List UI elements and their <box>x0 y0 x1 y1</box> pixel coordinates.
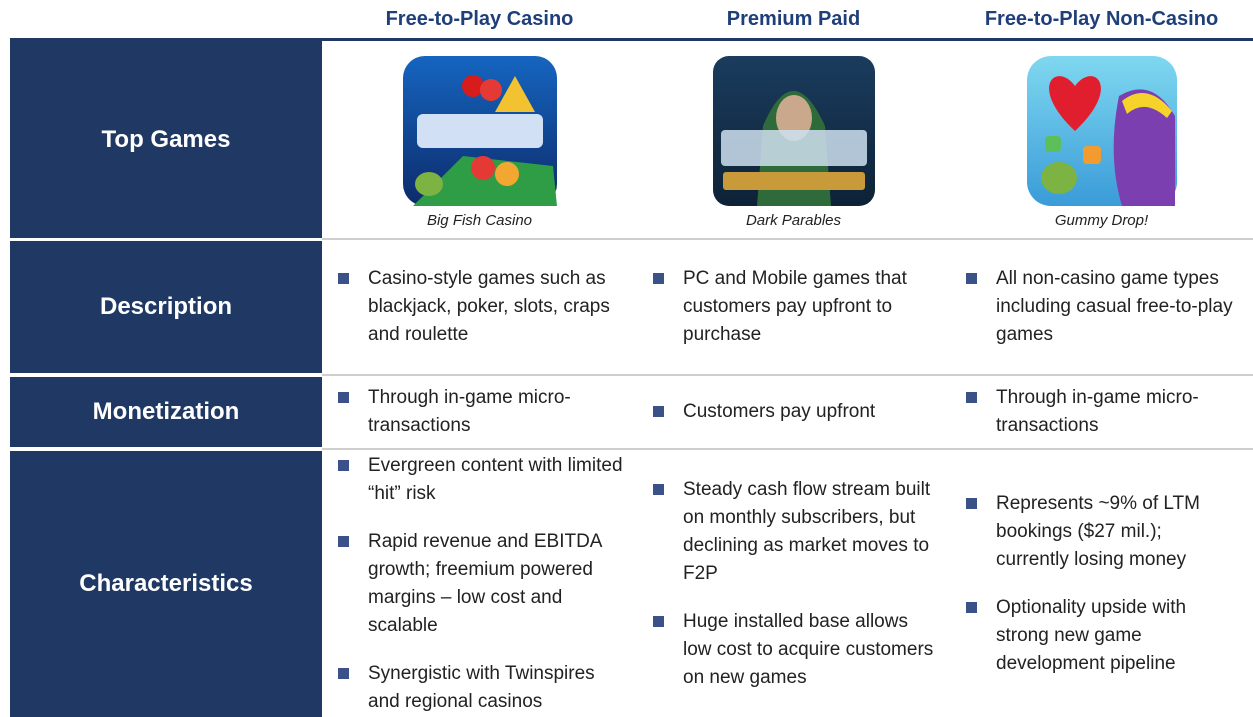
row-separator <box>322 238 1253 240</box>
cell: All non-casino game types including casu… <box>950 241 1253 373</box>
bullet-item: Steady cash flow stream built on monthly… <box>653 476 936 588</box>
bullet-marker <box>338 273 349 284</box>
row-separator <box>322 374 1253 376</box>
column-header: Premium Paid <box>726 7 861 30</box>
bullet-text: Rapid revenue and EBITDA growth; freemiu… <box>368 531 602 636</box>
bullet-text: Steady cash flow stream built on monthly… <box>683 479 931 584</box>
row-label: Monetization <box>10 377 322 447</box>
bullet-marker <box>966 273 977 284</box>
bullet-item: Customers pay upfront <box>653 398 936 426</box>
game-caption: Dark Parables <box>745 212 842 229</box>
row-separator <box>322 448 1253 450</box>
bullet-marker <box>338 668 349 679</box>
bullet-marker <box>338 536 349 547</box>
cell: PC and Mobile games that customers pay u… <box>637 241 950 373</box>
game-cell: Gummy Drop! <box>950 56 1253 236</box>
bullet-item: Through in-game micro-transactions <box>966 384 1239 440</box>
bullet-item: Huge installed base allows low cost to a… <box>653 608 936 692</box>
bullet-marker <box>653 616 664 627</box>
bullet-marker <box>653 273 664 284</box>
game-icon <box>1026 56 1177 206</box>
bullet-marker <box>653 406 664 417</box>
bullet-text: Through in-game micro-transactions <box>368 387 571 436</box>
bullet-item: Through in-game micro-transactions <box>338 384 623 440</box>
bullet-marker <box>966 602 977 613</box>
bullet-marker <box>966 392 977 403</box>
bullet-text: PC and Mobile games that customers pay u… <box>683 268 907 345</box>
bullet-item: Represents ~9% of LTM bookings ($27 mil.… <box>966 490 1239 574</box>
cell: Casino-style games such as blackjack, po… <box>322 241 637 373</box>
bullet-item: Rapid revenue and EBITDA growth; freemiu… <box>338 528 623 640</box>
bullet-marker <box>653 484 664 495</box>
column-header: Free-to-Play Non-Casino <box>984 7 1219 30</box>
bullet-text: Customers pay upfront <box>683 401 876 422</box>
bullet-text: Synergistic with Twinspires and regional… <box>368 663 595 712</box>
bullet-marker <box>338 392 349 403</box>
bullet-item: PC and Mobile games that customers pay u… <box>653 265 936 349</box>
row-label: Top Games <box>10 41 322 238</box>
bullet-item: Casino-style games such as blackjack, po… <box>338 265 623 349</box>
bullet-marker <box>338 460 349 471</box>
bullet-text: Casino-style games such as blackjack, po… <box>368 268 610 345</box>
column-header: Free-to-Play Casino <box>385 7 574 30</box>
bullet-marker <box>966 498 977 509</box>
cell: Evergreen content with limited “hit” ris… <box>322 451 637 717</box>
game-cell: Big Fish Casino <box>322 56 637 236</box>
bullet-item: Synergistic with Twinspires and regional… <box>338 660 623 716</box>
cell: Through in-game micro-transactions <box>950 377 1253 447</box>
game-icon <box>402 56 557 206</box>
bullet-item: All non-casino game types including casu… <box>966 265 1239 349</box>
row-label: Characteristics <box>10 451 322 717</box>
bullet-text: Optionality upside with strong new game … <box>996 597 1187 674</box>
cell: Steady cash flow stream built on monthly… <box>637 451 950 717</box>
bullet-text: Represents ~9% of LTM bookings ($27 mil.… <box>996 493 1200 570</box>
bullet-item: Evergreen content with limited “hit” ris… <box>338 452 623 508</box>
game-caption: Big Fish Casino <box>426 212 533 229</box>
bullet-text: Evergreen content with limited “hit” ris… <box>368 455 623 504</box>
row-label: Description <box>10 241 322 373</box>
cell: Through in-game micro-transactions <box>322 377 637 447</box>
cell: Represents ~9% of LTM bookings ($27 mil.… <box>950 451 1253 717</box>
bullet-text: All non-casino game types including casu… <box>996 268 1233 345</box>
cell: Customers pay upfront <box>637 377 950 447</box>
bullet-item: Optionality upside with strong new game … <box>966 594 1239 678</box>
game-cell: Dark Parables <box>637 56 950 236</box>
bullet-text: Huge installed base allows low cost to a… <box>683 611 934 688</box>
game-icon <box>712 56 875 206</box>
header-rule <box>10 38 1253 41</box>
bullet-text: Through in-game micro-transactions <box>996 387 1199 436</box>
game-caption: Gummy Drop! <box>1054 212 1149 229</box>
